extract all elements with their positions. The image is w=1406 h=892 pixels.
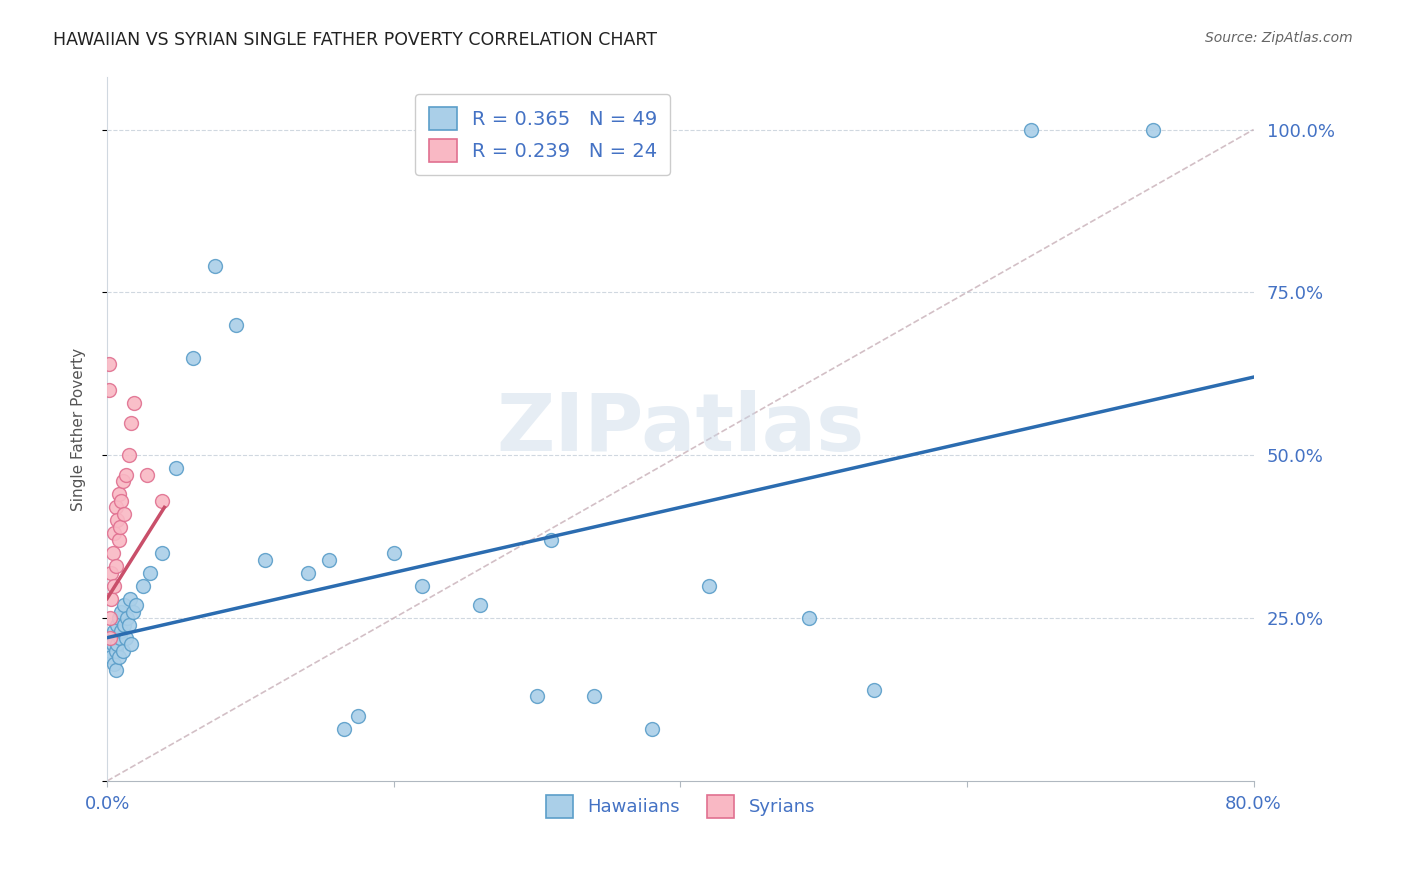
- Point: [583, 690, 606, 704]
- Point: [108, 631, 131, 645]
- Point: [104, 643, 127, 657]
- Point: [112, 507, 135, 521]
- Point: [204, 260, 226, 274]
- Point: [112, 617, 135, 632]
- Point: [139, 566, 162, 580]
- Point: [111, 643, 134, 657]
- Point: [104, 500, 127, 515]
- Point: [114, 467, 136, 482]
- Point: [110, 605, 132, 619]
- Point: [118, 591, 141, 606]
- Point: [103, 657, 125, 671]
- Point: [101, 637, 124, 651]
- Point: [165, 461, 187, 475]
- Point: [120, 637, 142, 651]
- Point: [105, 637, 128, 651]
- Point: [111, 475, 134, 489]
- Point: [98, 611, 121, 625]
- Point: [107, 611, 129, 625]
- Point: [117, 617, 139, 632]
- Point: [150, 546, 173, 560]
- Point: [110, 624, 132, 639]
- Point: [98, 643, 121, 657]
- Point: [112, 598, 135, 612]
- Point: [132, 578, 155, 592]
- Y-axis label: Single Father Poverty: Single Father Poverty: [72, 348, 86, 511]
- Point: [150, 494, 173, 508]
- Point: [297, 566, 319, 580]
- Point: [125, 598, 148, 612]
- Point: [114, 631, 136, 645]
- Point: [697, 578, 720, 592]
- Text: HAWAIIAN VS SYRIAN SINGLE FATHER POVERTY CORRELATION CHART: HAWAIIAN VS SYRIAN SINGLE FATHER POVERTY…: [53, 31, 658, 49]
- Point: [122, 605, 145, 619]
- Point: [1021, 122, 1043, 136]
- Point: [382, 546, 405, 560]
- Text: ZIPatlas: ZIPatlas: [496, 390, 865, 468]
- Point: [318, 552, 340, 566]
- Legend: Hawaiians, Syrians: Hawaiians, Syrians: [538, 789, 823, 825]
- Point: [103, 578, 125, 592]
- Point: [136, 467, 159, 482]
- Point: [253, 552, 276, 566]
- Point: [117, 448, 139, 462]
- Point: [115, 611, 138, 625]
- Point: [103, 624, 125, 639]
- Point: [103, 526, 125, 541]
- Point: [110, 494, 132, 508]
- Point: [225, 318, 247, 332]
- Point: [862, 682, 884, 697]
- Point: [107, 487, 129, 501]
- Point: [411, 578, 433, 592]
- Point: [100, 591, 122, 606]
- Point: [124, 396, 146, 410]
- Point: [97, 383, 120, 397]
- Point: [104, 663, 127, 677]
- Point: [97, 357, 120, 371]
- Point: [540, 533, 562, 547]
- Point: [799, 611, 821, 625]
- Point: [100, 650, 122, 665]
- Point: [100, 566, 122, 580]
- Point: [332, 722, 354, 736]
- Point: [640, 722, 662, 736]
- Point: [1142, 122, 1164, 136]
- Point: [98, 631, 121, 645]
- Point: [105, 617, 128, 632]
- Point: [347, 709, 370, 723]
- Point: [108, 520, 131, 534]
- Point: [105, 513, 128, 527]
- Point: [101, 546, 124, 560]
- Point: [107, 650, 129, 665]
- Point: [107, 533, 129, 547]
- Point: [468, 598, 491, 612]
- Point: [104, 559, 127, 574]
- Point: [120, 416, 142, 430]
- Point: [181, 351, 204, 365]
- Point: [100, 631, 122, 645]
- Text: Source: ZipAtlas.com: Source: ZipAtlas.com: [1205, 31, 1353, 45]
- Point: [526, 690, 548, 704]
